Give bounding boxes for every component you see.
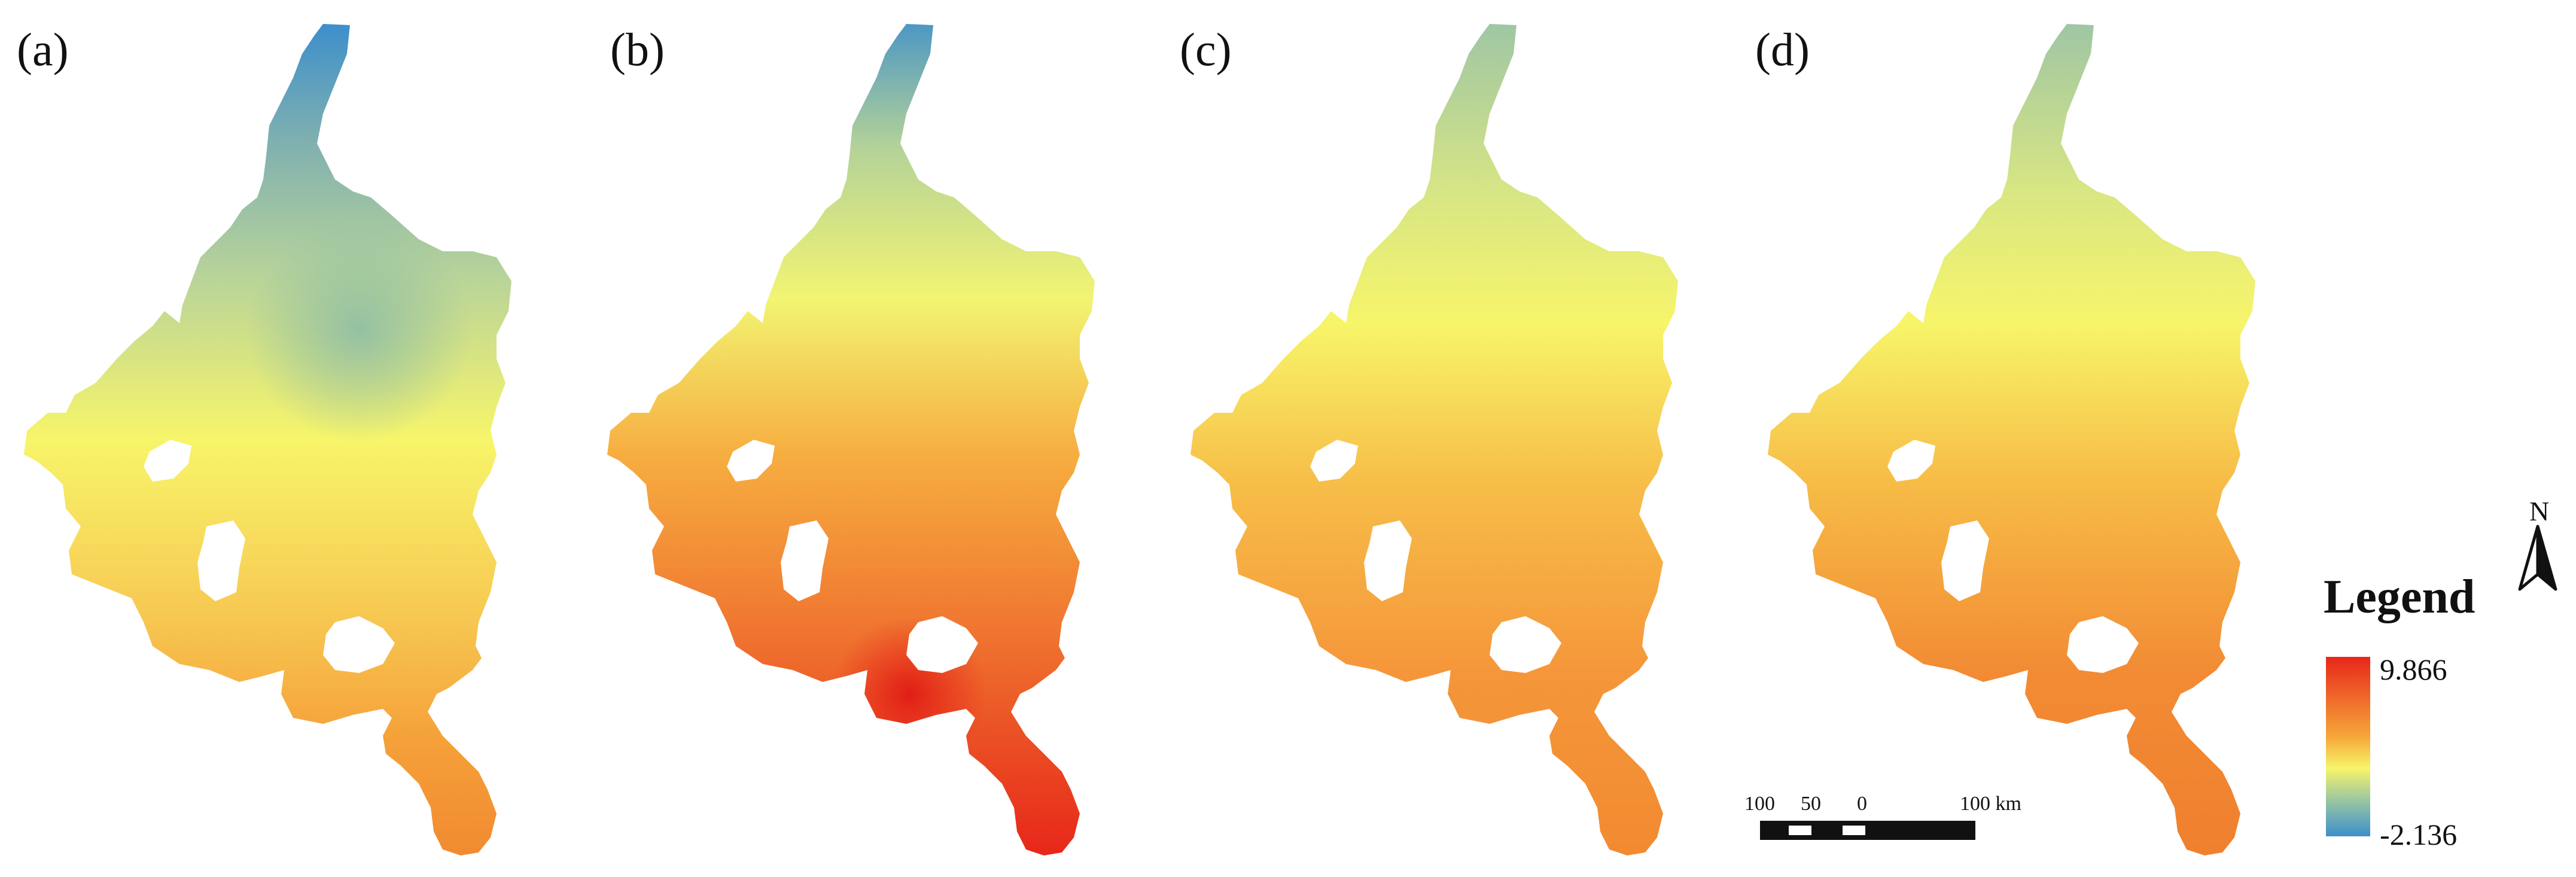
legend-min-label: -2.136: [2380, 818, 2458, 851]
legend-color-ramp: [2326, 657, 2370, 836]
panel-label-b: (b): [610, 23, 665, 75]
scale-label-100km: 100 km: [1960, 793, 2021, 815]
north-label: N: [2529, 496, 2550, 526]
panel-label-c: (c): [1180, 23, 1232, 75]
legend-title: Legend: [2324, 571, 2475, 623]
scale-label-50: 50: [1801, 793, 1821, 815]
panel-label-d: (d): [1755, 23, 1810, 75]
map-panel-d: [1768, 24, 2255, 855]
legend-max-label: 9.866: [2380, 653, 2447, 686]
scale-label-100: 100: [1744, 793, 1775, 815]
panel-label-a: (a): [17, 23, 69, 75]
map-panel-c: [1190, 24, 1678, 855]
north-arrow-icon: [2518, 525, 2557, 591]
map-panel-b: [607, 24, 1095, 855]
scale-label-0: 0: [1857, 793, 1867, 815]
scale-bar: [1760, 821, 1975, 840]
map-panel-a: [24, 24, 511, 855]
